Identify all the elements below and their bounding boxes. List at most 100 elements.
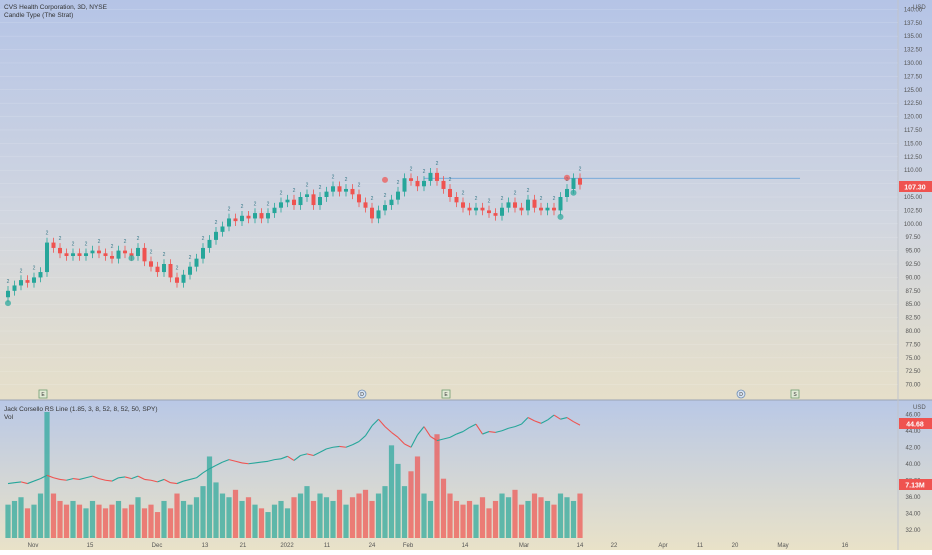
rs-line-segment bbox=[560, 417, 568, 420]
time-tick-label: 11 bbox=[697, 543, 704, 549]
vol-indicator-label[interactable]: Vol bbox=[4, 414, 14, 421]
volume-bar bbox=[564, 497, 570, 538]
rs-line-segment bbox=[540, 419, 548, 424]
candle-body bbox=[318, 197, 322, 206]
volume-bar bbox=[284, 508, 291, 538]
event-marker-earnings[interactable]: E bbox=[441, 389, 451, 399]
candle-body bbox=[480, 207, 485, 211]
rs-line-segment bbox=[293, 455, 301, 461]
rs-line-segment bbox=[410, 434, 418, 448]
candle-body bbox=[64, 253, 69, 256]
strat-label: 2 bbox=[20, 268, 23, 274]
candle-body bbox=[77, 253, 82, 256]
strat-label: 2 bbox=[163, 252, 166, 258]
candle-body bbox=[461, 202, 465, 208]
volume-bar bbox=[408, 471, 414, 538]
rs-line-series bbox=[7, 414, 581, 485]
candle-body bbox=[331, 186, 335, 192]
candle-body bbox=[188, 266, 192, 275]
price-tick-label: 100.00 bbox=[904, 222, 923, 228]
time-tick-label: 22 bbox=[611, 543, 618, 549]
volume-bar bbox=[323, 497, 330, 538]
volume-bar bbox=[5, 504, 11, 538]
volume-bar bbox=[401, 486, 408, 538]
strat-label: 2 bbox=[72, 241, 75, 247]
time-tick-label: Feb bbox=[403, 543, 414, 549]
candle-body bbox=[370, 207, 374, 219]
rs-line-segment bbox=[547, 414, 555, 421]
candle-body bbox=[279, 202, 283, 208]
event-marker-split[interactable]: S bbox=[790, 389, 800, 399]
price-tick-label: 70.00 bbox=[905, 383, 921, 389]
event-marker-earnings[interactable]: E bbox=[38, 389, 48, 399]
strat-dot bbox=[570, 189, 577, 196]
price-tick-label: 130.00 bbox=[904, 61, 923, 67]
rs-indicator-label[interactable]: Jack Corsello RS Line (1.85, 3, 8, 52, 8… bbox=[4, 406, 158, 413]
strat-label: 2 bbox=[98, 239, 101, 245]
candle-body bbox=[45, 242, 49, 273]
rs-line-segment bbox=[183, 478, 191, 482]
time-tick-label: 11 bbox=[324, 543, 331, 549]
rs-line-segment bbox=[287, 455, 295, 461]
event-marker-dividend[interactable]: D bbox=[736, 389, 746, 399]
time-tick-label: Nov bbox=[28, 543, 39, 549]
candle-body bbox=[454, 197, 459, 203]
strat-label: 2 bbox=[449, 177, 452, 183]
symbol-title[interactable]: CVS Health Corporation, 3D, NYSE bbox=[4, 4, 108, 11]
candle-body bbox=[552, 207, 556, 211]
volume-bar bbox=[154, 512, 161, 538]
event-marker-dividend[interactable]: D bbox=[357, 389, 367, 399]
candle-body bbox=[558, 197, 563, 211]
time-tick-label: 20 bbox=[732, 543, 739, 549]
strat-label: 2 bbox=[397, 180, 400, 186]
candle-body bbox=[38, 272, 43, 278]
volume-bar bbox=[330, 500, 336, 538]
strat-dot bbox=[5, 300, 11, 307]
time-tick-label: 21 bbox=[240, 543, 247, 549]
price-axis[interactable]: 140.00 137.50 135.00 132.50 130.00 127.50 125.… bbox=[904, 7, 923, 388]
price-tick-label: 135.00 bbox=[904, 34, 923, 40]
volume-bar bbox=[148, 504, 154, 538]
strat-label: 2 bbox=[514, 191, 517, 197]
candle-body bbox=[25, 280, 30, 283]
time-axis[interactable]: Nov 15 Dec 13 21 2022 11 24 Feb 14 Mar 14 22 Apr 11 20 M… bbox=[28, 543, 849, 549]
volume-bar bbox=[37, 493, 44, 538]
rs-line-segment bbox=[202, 468, 210, 474]
volume-bar bbox=[271, 504, 278, 538]
candle-body bbox=[90, 250, 95, 254]
candle-body bbox=[292, 199, 296, 206]
rs-line-segment bbox=[495, 430, 503, 433]
candle-body bbox=[149, 261, 153, 267]
strat-indicator-label[interactable]: Candle Type (The Strat) bbox=[4, 12, 73, 19]
rs-line-segment bbox=[66, 478, 74, 481]
volume-bar bbox=[362, 489, 369, 538]
rs-line-segment bbox=[566, 417, 574, 423]
volume-bar bbox=[466, 500, 473, 538]
rs-line-segment bbox=[384, 426, 392, 433]
strat-label: 2 bbox=[553, 196, 556, 202]
event-marker-symbol: D bbox=[360, 392, 364, 398]
rs-line-segment bbox=[358, 435, 366, 442]
volume-bar bbox=[486, 508, 492, 538]
candle-body bbox=[415, 180, 420, 187]
volume-bar bbox=[336, 489, 343, 538]
volume-bar bbox=[167, 508, 174, 538]
volume-bar bbox=[102, 508, 109, 538]
volume-bar bbox=[414, 456, 421, 538]
rs-line-segment bbox=[521, 417, 529, 425]
candle-body bbox=[506, 202, 511, 208]
volume-bar bbox=[531, 493, 538, 538]
strat-label: 2 bbox=[85, 241, 88, 247]
candle-body bbox=[116, 250, 121, 259]
volume-bar bbox=[57, 500, 63, 538]
strat-label: 2 bbox=[306, 182, 309, 188]
event-marker-symbol: E bbox=[41, 392, 45, 398]
strat-label: 2 bbox=[462, 191, 465, 197]
candle-body bbox=[181, 274, 186, 283]
strat-label: 2 bbox=[254, 201, 257, 207]
rs-line-segment bbox=[7, 482, 15, 485]
price-tick-label: 72.50 bbox=[905, 369, 921, 375]
